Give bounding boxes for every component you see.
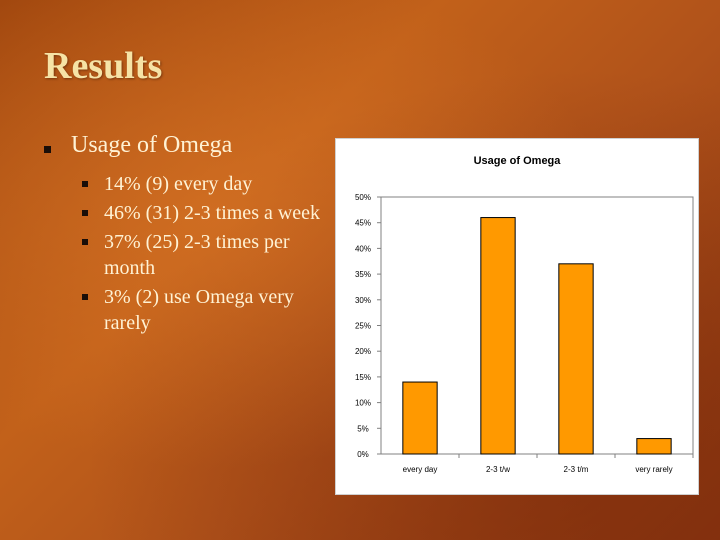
bullet-list: Usage of Omega 14% (9) every day 46% (31… xyxy=(44,132,344,339)
square-bullet-icon xyxy=(82,181,88,187)
y-tick-label: 10% xyxy=(355,399,371,408)
y-tick-label: 20% xyxy=(355,347,371,356)
sub-bullet: 37% (25) 2-3 times per month xyxy=(82,229,344,281)
sub-bullet-text: 37% (25) 2-3 times per month xyxy=(104,231,290,279)
square-bullet-icon xyxy=(82,239,88,245)
sub-bullet: 3% (2) use Omega very rarely xyxy=(82,284,344,336)
square-bullet-icon xyxy=(82,210,88,216)
bullet-main-text: Usage of Omega xyxy=(71,132,233,158)
bar xyxy=(480,217,516,455)
sub-bullet-text: 14% (9) every day xyxy=(104,173,253,195)
y-tick-label: 30% xyxy=(355,296,371,305)
y-tick-label: 0% xyxy=(357,450,369,459)
y-tick-label: 45% xyxy=(355,219,371,228)
bar xyxy=(558,263,594,455)
slide-title: Results xyxy=(44,45,163,87)
sub-bullet-text: 3% (2) use Omega very rarely xyxy=(104,286,294,334)
x-tick-label: every day xyxy=(403,465,438,474)
bar-chart-svg: Usage of Omega 0% 5% 10% 15% 20% 25% 30% 35% 40% 4… xyxy=(355,155,694,474)
y-tick-label: 40% xyxy=(355,244,371,253)
sub-bullet-text: 46% (31) 2-3 times a week xyxy=(104,202,321,224)
y-tick-label: 15% xyxy=(355,373,371,382)
chart-title: Usage of Omega xyxy=(474,155,562,167)
y-tick-label: 35% xyxy=(355,270,371,279)
sub-bullet: 46% (31) 2-3 times a week xyxy=(82,200,344,226)
y-tick-label: 5% xyxy=(357,424,369,433)
bar xyxy=(636,438,672,455)
bar xyxy=(402,381,438,455)
square-bullet-icon xyxy=(44,146,51,153)
x-tick-label: 2-3 t/m xyxy=(564,465,589,474)
sub-bullet: 14% (9) every day xyxy=(82,171,344,197)
bar-chart: Usage of Omega 0% 5% 10% 15% 20% 25% 30% 35% 40% 4… xyxy=(335,138,699,495)
square-bullet-icon xyxy=(82,294,88,300)
y-tick-label: 25% xyxy=(355,322,371,331)
bullet-main: Usage of Omega xyxy=(44,132,344,159)
y-tick-label: 50% xyxy=(355,193,371,202)
x-tick-label: 2-3 t/w xyxy=(486,465,510,474)
x-tick-label: very rarely xyxy=(635,465,672,474)
